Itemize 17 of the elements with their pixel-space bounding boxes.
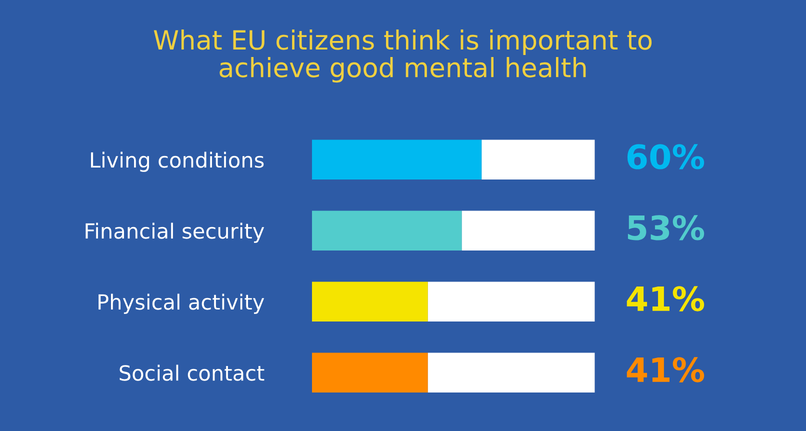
bar xyxy=(428,282,595,322)
bar xyxy=(482,140,595,180)
bar xyxy=(312,210,462,251)
data-label: 41% xyxy=(626,286,704,312)
bar xyxy=(312,352,428,393)
data-label: 41% xyxy=(626,357,704,382)
bar xyxy=(462,210,595,251)
bar xyxy=(312,140,482,180)
chart-title: What EU citizens think is important to achieve good mental health xyxy=(154,29,652,83)
y-tick-label: Social contact xyxy=(120,364,264,381)
y-tick-label: Physical activity xyxy=(98,294,264,314)
y-tick-label: Living conditions xyxy=(91,152,264,172)
bar xyxy=(312,282,428,322)
data-label: 60% xyxy=(627,144,704,170)
y-tick-label: Financial security xyxy=(86,222,264,243)
bar xyxy=(428,352,595,393)
data-label: 53% xyxy=(628,215,704,240)
